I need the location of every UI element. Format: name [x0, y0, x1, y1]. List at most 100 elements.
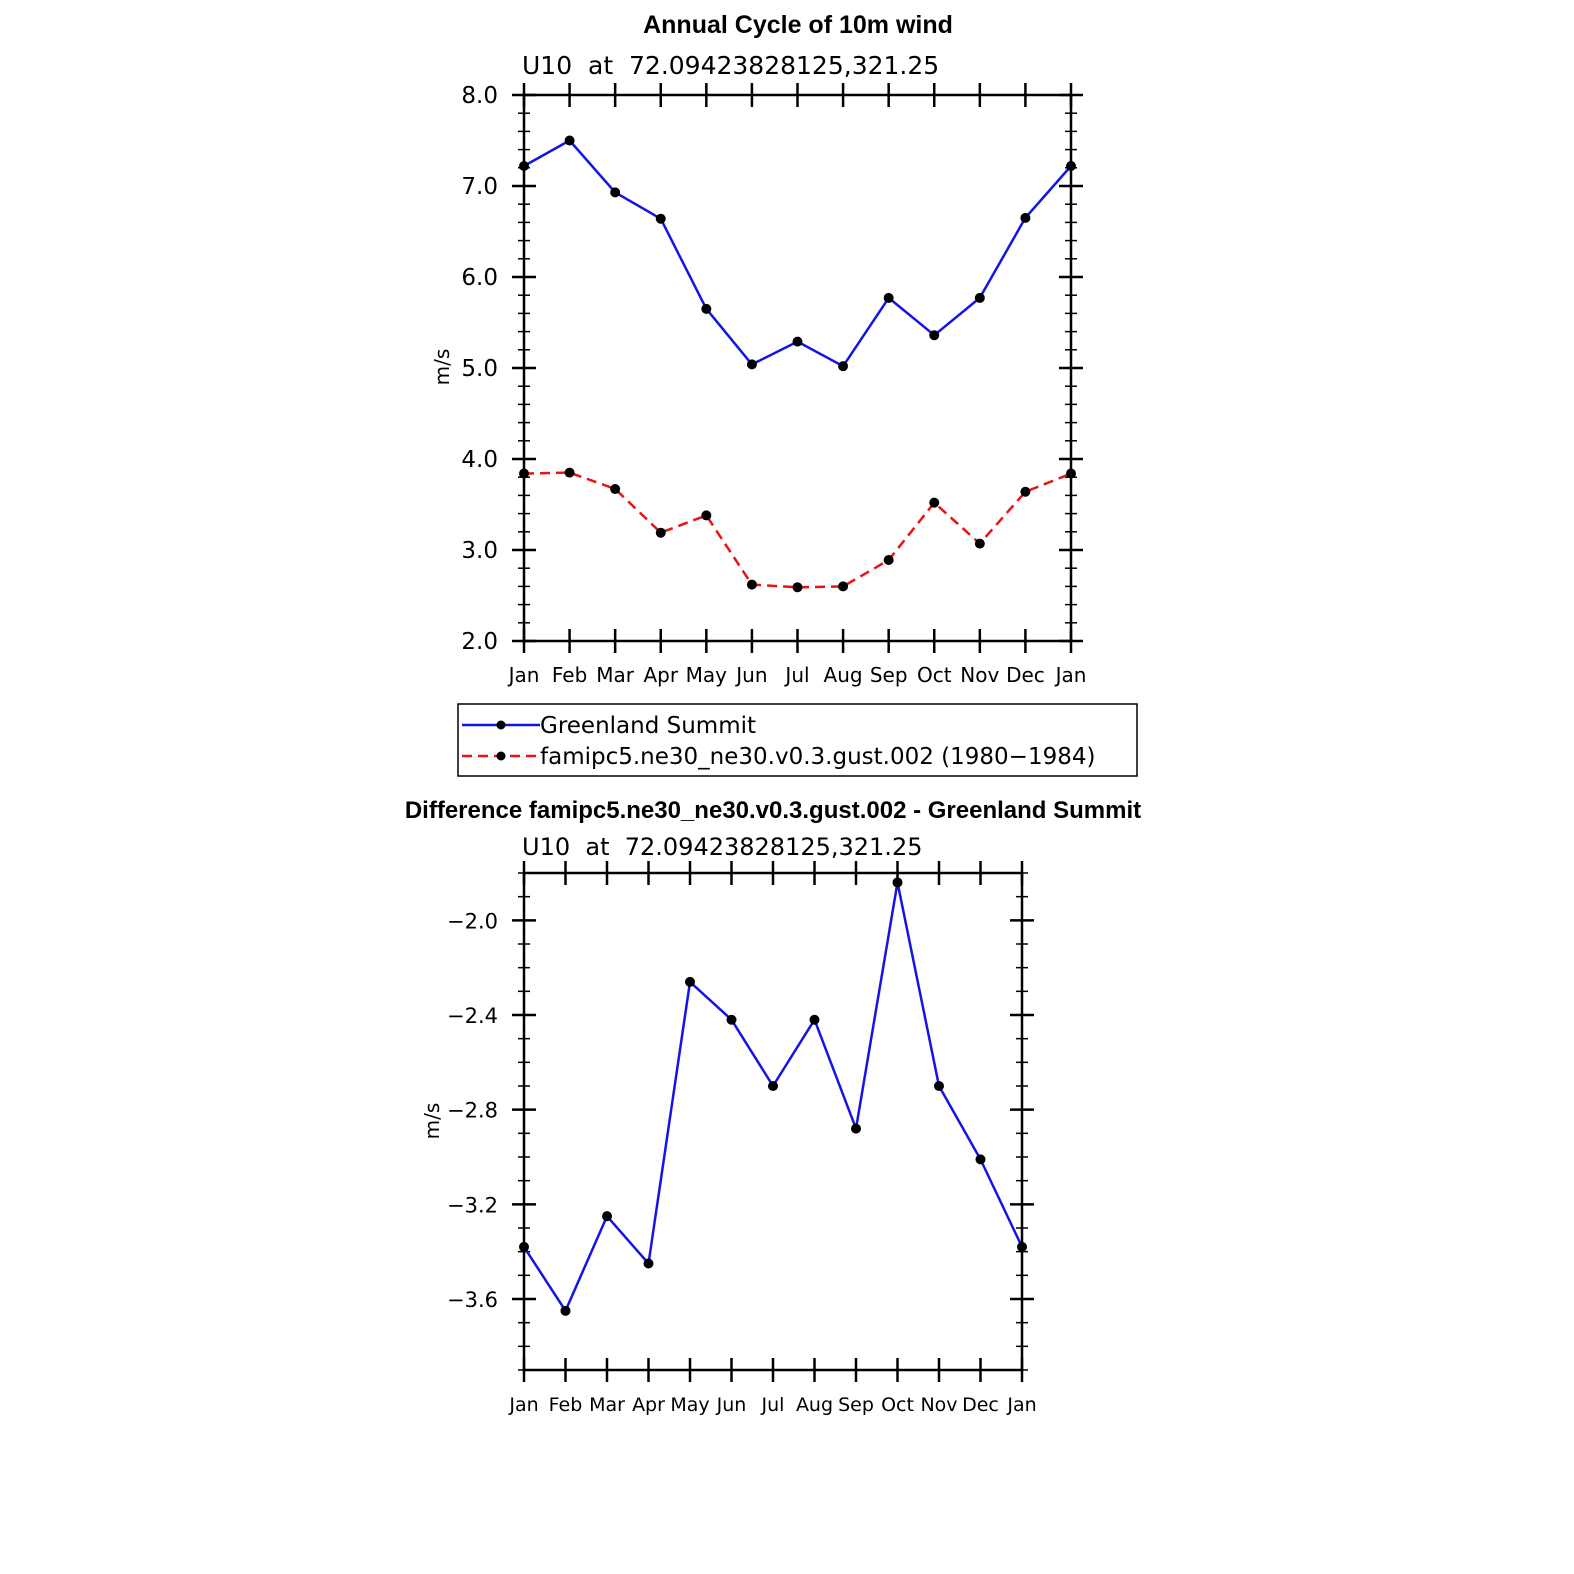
x-tick-label: Jan — [508, 1394, 538, 1416]
chart2-y-tick-labels: −2.0 −2.4 −2.8 −3.2 −3.6 — [447, 909, 498, 1312]
x-tick-label: Feb — [552, 663, 587, 687]
data-point — [851, 1123, 861, 1134]
data-point — [768, 1081, 778, 1091]
data-point — [701, 303, 712, 314]
legend-label-famipc5: famipc5.ne30_ne30.v0.3.gust.002 (1980−19… — [540, 744, 1095, 770]
chart1-legend: Greenland Summit famipc5.ne30_ne30.v0.3.… — [457, 703, 1138, 777]
data-point — [838, 361, 849, 372]
data-point — [726, 1014, 737, 1025]
x-tick-label: Aug — [796, 1394, 833, 1416]
data-point — [701, 510, 712, 521]
chart1-subtitle: U10 at 72.09423828125,321.25 — [522, 51, 939, 80]
data-point — [975, 1154, 986, 1165]
x-tick-label: Nov — [960, 663, 999, 687]
chart2-ticks — [512, 861, 1034, 1382]
legend-entry-greenland-summit: Greenland Summit — [462, 713, 756, 739]
y-tick-label: 6.0 — [461, 265, 498, 291]
x-tick-label: Jul — [783, 663, 809, 687]
data-point — [643, 1258, 654, 1269]
difference-chart: Difference famipc5.ne30_ne30.v0.3.gust.0… — [405, 797, 1141, 1416]
y-tick-label: −3.2 — [447, 1193, 498, 1217]
data-point — [685, 976, 695, 987]
legend-entry-famipc5: famipc5.ne30_ne30.v0.3.gust.002 (1980−19… — [462, 744, 1095, 770]
chart2-x-tick-labels: Jan Feb Mar Apr May Jun Jul Aug Sep Oct Nov Dec Jan — [508, 1394, 1036, 1416]
legend-marker-greenland-summit — [496, 720, 506, 730]
y-tick-label: 4.0 — [461, 447, 498, 473]
y-tick-label: 7.0 — [461, 174, 498, 200]
x-tick-label: May — [686, 663, 728, 687]
data-point — [610, 187, 621, 198]
x-tick-label: Jun — [734, 663, 767, 687]
x-tick-label: Mar — [589, 1394, 625, 1416]
series-line-0 — [523, 139, 1072, 368]
legend-box — [457, 703, 1138, 777]
y-tick-label: −3.6 — [447, 1288, 498, 1312]
x-tick-label: Dec — [1006, 663, 1045, 687]
chart2-plot-frame — [522, 871, 1024, 1372]
data-point — [610, 484, 621, 495]
x-tick-label: May — [670, 1394, 709, 1416]
chart1-series — [519, 135, 1076, 593]
y-tick-label: 8.0 — [461, 83, 498, 109]
data-point — [655, 527, 666, 538]
x-tick-label: Mar — [596, 663, 635, 687]
chart2-ylabel: m/s — [420, 1103, 444, 1140]
chart2-series — [519, 877, 1027, 1316]
legend-marker-famipc5 — [496, 751, 506, 761]
x-tick-label: Aug — [824, 663, 863, 687]
data-point — [792, 336, 803, 347]
y-tick-label: 3.0 — [461, 538, 498, 564]
data-point — [974, 292, 985, 303]
x-tick-label: Jun — [716, 1394, 747, 1416]
x-tick-label: Oct — [917, 663, 952, 687]
chart2-subtitle: U10 at 72.09423828125,321.25 — [522, 833, 922, 861]
chart1-y-tick-labels: 2.0 3.0 4.0 5.0 6.0 7.0 8.0 — [461, 83, 498, 655]
chart1-title: Annual Cycle of 10m wind — [643, 11, 953, 39]
data-point — [809, 1014, 820, 1025]
y-tick-label: 2.0 — [461, 629, 498, 655]
data-point — [655, 213, 666, 224]
x-tick-label: Nov — [920, 1394, 957, 1416]
legend-label-greenland-summit: Greenland Summit — [540, 713, 756, 739]
y-tick-label: 5.0 — [461, 356, 498, 382]
series-line-1 — [523, 471, 1072, 589]
data-point — [892, 877, 903, 888]
x-tick-label: Apr — [643, 663, 678, 687]
data-point — [934, 1081, 944, 1091]
chart2-title: Difference famipc5.ne30_ne30.v0.3.gust.0… — [405, 797, 1141, 824]
x-tick-label: Jul — [761, 1394, 785, 1416]
annual-cycle-chart: Annual Cycle of 10m wind U10 at 72.09423… — [430, 11, 1138, 777]
data-point — [929, 330, 940, 341]
data-point — [1020, 212, 1031, 223]
data-point — [1020, 486, 1031, 497]
data-point — [883, 292, 894, 303]
data-point — [838, 581, 849, 592]
chart1-x-tick-labels: Jan Feb Mar Apr May Jun Jul Aug Sep Oct Nov Dec Jan — [507, 663, 1087, 687]
data-point — [746, 579, 757, 590]
x-tick-label: Jan — [1054, 663, 1087, 687]
data-point — [974, 538, 985, 549]
x-tick-label: Feb — [549, 1394, 583, 1416]
x-tick-label: Oct — [881, 1394, 914, 1416]
series-line-0 — [522, 881, 1024, 1313]
y-tick-label: −2.0 — [447, 909, 498, 933]
data-point — [792, 582, 803, 593]
y-tick-label: −2.4 — [447, 1004, 498, 1028]
x-tick-label: Dec — [962, 1394, 999, 1416]
chart1-plot-frame — [522, 93, 1073, 643]
data-point — [560, 1305, 571, 1316]
x-tick-label: Jan — [1006, 1394, 1036, 1416]
x-tick-label: Sep — [870, 663, 908, 687]
x-tick-label: Jan — [507, 663, 540, 687]
data-point — [883, 555, 894, 566]
data-point — [929, 497, 940, 508]
data-point — [564, 467, 575, 478]
chart1-ticks — [512, 83, 1083, 653]
data-point — [746, 359, 757, 370]
data-point — [602, 1211, 612, 1222]
x-tick-label: Sep — [838, 1394, 874, 1416]
data-point — [564, 135, 575, 146]
y-tick-label: −2.8 — [447, 1099, 498, 1123]
chart1-ylabel: m/s — [430, 349, 454, 386]
